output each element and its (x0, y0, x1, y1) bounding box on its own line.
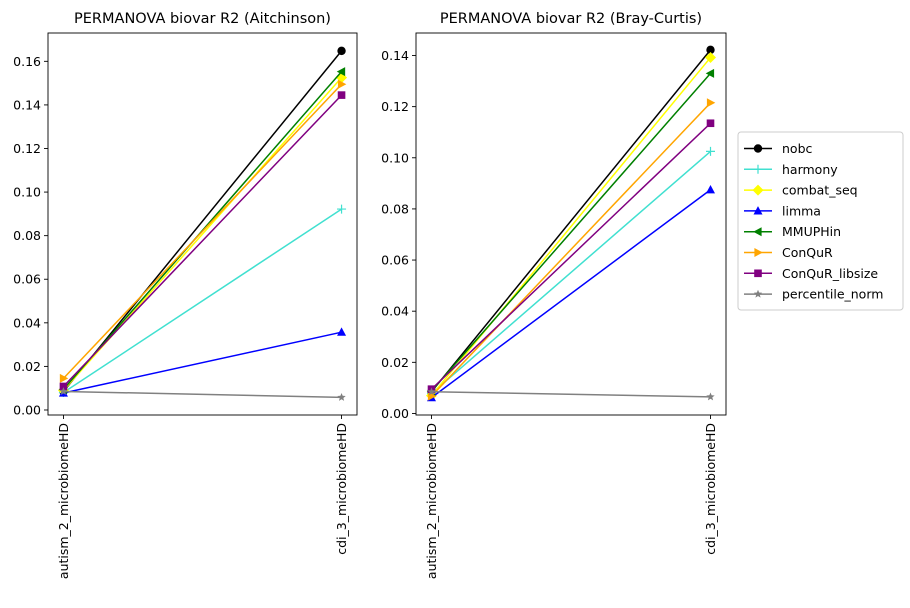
series-line-limma (431, 189, 711, 399)
series-line-nobc (62, 50, 343, 392)
legend-label: ConQuR (782, 245, 833, 260)
y-tick-label: 0.06 (13, 272, 41, 287)
y-tick-label: 0.04 (381, 304, 409, 319)
data-point-limma-2 (337, 327, 347, 336)
legend-item-MMUPHin: MMUPHin (744, 224, 841, 239)
legend-label: ConQuR_libsize (782, 266, 878, 281)
chart-panel-2: PERMANOVA biovar R2 (Bray-Curtis) 0.00 0.0… (381, 11, 727, 579)
series-line-nobc (430, 49, 712, 393)
legend-marker (752, 184, 764, 196)
legend-item-ConQuR_libsize: ConQuR_libsize (744, 266, 878, 281)
series-line-ConQuR (62, 83, 343, 379)
y-tick-label: 0.12 (13, 141, 41, 156)
y-tick-label: 0.16 (13, 54, 41, 69)
x-tick-label: autism_2_microbiomeHD (424, 423, 439, 579)
series-ConQuR (59, 79, 347, 383)
legend-marker (753, 164, 763, 174)
series-line-ConQuR_libsize (430, 122, 712, 390)
chart-panel-1: PERMANOVA biovar R2 (Aitchinson) 0.00 0.02… (13, 11, 358, 579)
data-point-ConQuR-2 (706, 98, 716, 108)
data-point-ConQuR_libsize-1 (59, 382, 68, 391)
data-point-percentile_norm-1 (59, 387, 68, 396)
y-tick-label: 0.10 (13, 185, 41, 200)
series-nobc (427, 45, 715, 396)
series-line-combat_seq (430, 57, 712, 397)
data-point-harmony-2 (337, 204, 347, 214)
data-point-ConQuR_libsize-2 (337, 91, 346, 99)
axes-frame (47, 32, 358, 416)
series-line-percentile_norm (63, 390, 342, 399)
data-point-percentile_norm-2 (337, 392, 346, 401)
series-ConQuR_libsize (427, 119, 715, 393)
legend-marker (754, 248, 763, 257)
legend-label: combat_seq (782, 183, 858, 198)
legend-item-percentile_norm: percentile_norm (744, 287, 883, 302)
series-MMUPHin (58, 67, 346, 394)
series-limma (427, 184, 715, 402)
legend-marker (753, 227, 762, 237)
legend-box (737, 131, 904, 311)
legend-item-ConQuR: ConQuR (744, 245, 833, 260)
legend-item-combat_seq: combat_seq (744, 183, 858, 198)
data-point-MMUPHin-2 (705, 68, 715, 78)
y-tick-label: 0.14 (381, 48, 409, 63)
data-point-harmony-2 (706, 146, 715, 156)
y-tick-label: 0.00 (13, 402, 41, 417)
series-line-ConQuR_libsize (62, 94, 343, 387)
data-point-nobc-2 (706, 45, 715, 55)
series-ConQuR_libsize (59, 91, 346, 391)
chart-title: PERMANOVA biovar R2 (Bray-Curtis) (440, 11, 702, 27)
data-point-ConQuR_libsize-2 (706, 119, 715, 128)
data-point-combat_seq-2 (705, 52, 716, 64)
series-line-MMUPHin (430, 72, 712, 392)
legend-item-limma: limma (744, 203, 821, 218)
x-tick-label: autism_2_microbiomeHD (56, 423, 71, 579)
y-tick-label: 0.10 (381, 150, 409, 165)
y-tick-label: 0.14 (13, 97, 41, 112)
x-tick-label: cdi_3_microbiomeHD (334, 423, 349, 555)
series-MMUPHin (426, 68, 715, 396)
data-point-ConQuR-2 (337, 79, 347, 89)
legend-label: nobc (782, 141, 813, 156)
y-tick-label: 0.06 (381, 253, 409, 268)
data-point-limma-2 (706, 184, 715, 194)
legend-marker (753, 289, 763, 298)
axes-frame (415, 32, 727, 416)
series-nobc (59, 46, 346, 396)
series-line-limma (63, 331, 342, 394)
series-ConQuR (427, 98, 716, 401)
data-point-percentile_norm-2 (706, 392, 715, 401)
series-percentile_norm (59, 387, 346, 401)
legend-marker (753, 144, 763, 153)
legend-label: percentile_norm (782, 287, 883, 302)
y-tick-label: 0.08 (13, 228, 41, 243)
y-tick-label: 0.04 (13, 315, 41, 330)
legend-item-harmony: harmony (744, 162, 838, 177)
series-percentile_norm (427, 387, 715, 401)
legend-label: limma (782, 203, 821, 218)
data-point-percentile_norm-1 (427, 387, 436, 396)
data-point-ConQuR-1 (59, 373, 69, 383)
series-harmony (427, 146, 715, 399)
legend-item-nobc: nobc (744, 141, 813, 156)
legend-marker (754, 269, 762, 278)
y-tick-label: 0.00 (381, 406, 409, 421)
y-tick-label: 0.08 (381, 201, 409, 216)
y-tick-label: 0.12 (381, 99, 409, 114)
series-line-percentile_norm (431, 390, 711, 398)
legend-marker (753, 206, 763, 215)
y-tick-label: 0.02 (13, 359, 41, 374)
legend-label: harmony (782, 162, 838, 177)
chart-title: PERMANOVA biovar R2 (Aitchinson) (74, 11, 331, 27)
x-tick-label: cdi_3_microbiomeHD (703, 423, 718, 555)
legend-label: MMUPHin (782, 224, 841, 239)
series-line-harmony (431, 150, 711, 395)
y-tick-label: 0.02 (381, 355, 409, 370)
data-point-MMUPHin-2 (336, 67, 346, 77)
series-line-harmony (63, 208, 342, 394)
series-line-ConQuR (430, 102, 712, 397)
data-point-nobc-2 (337, 46, 346, 56)
